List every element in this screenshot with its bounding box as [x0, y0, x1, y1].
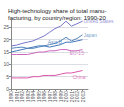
- svg-text:facturing, by country/region:: facturing, by country/region: 1990-20: [8, 15, 106, 21]
- svg-text:EU-15: EU-15: [69, 50, 84, 57]
- svg-text:1996: 1996: [41, 91, 47, 103]
- svg-text:1999: 1999: [57, 91, 64, 103]
- svg-text:2001: 2001: [68, 91, 75, 103]
- svg-text:0: 0: [6, 86, 9, 92]
- svg-text:1990: 1990: [8, 91, 14, 103]
- svg-text:10: 10: [3, 61, 9, 67]
- svg-text:Asia B: Asia B: [47, 38, 63, 45]
- svg-text:2002: 2002: [74, 91, 80, 103]
- svg-text:1992: 1992: [19, 91, 25, 103]
- svg-text:1995: 1995: [35, 91, 42, 103]
- svg-text:High-technology share of total: High-technology share of total manu-: [8, 8, 106, 14]
- svg-text:1997: 1997: [46, 91, 53, 103]
- svg-text:2000: 2000: [63, 91, 69, 103]
- svg-text:15: 15: [3, 49, 9, 55]
- svg-text:1993: 1993: [24, 91, 31, 103]
- svg-text:5: 5: [6, 74, 9, 80]
- svg-text:Japan: Japan: [84, 32, 98, 38]
- svg-text:20: 20: [3, 37, 9, 43]
- svg-text:25: 25: [3, 24, 9, 30]
- svg-text:1991: 1991: [13, 91, 20, 103]
- svg-text:China: China: [73, 74, 86, 80]
- svg-text:1998: 1998: [52, 91, 58, 103]
- svg-text:2003: 2003: [80, 91, 86, 102]
- svg-text:1994: 1994: [30, 91, 36, 103]
- svg-text:United States: United States: [83, 18, 114, 25]
